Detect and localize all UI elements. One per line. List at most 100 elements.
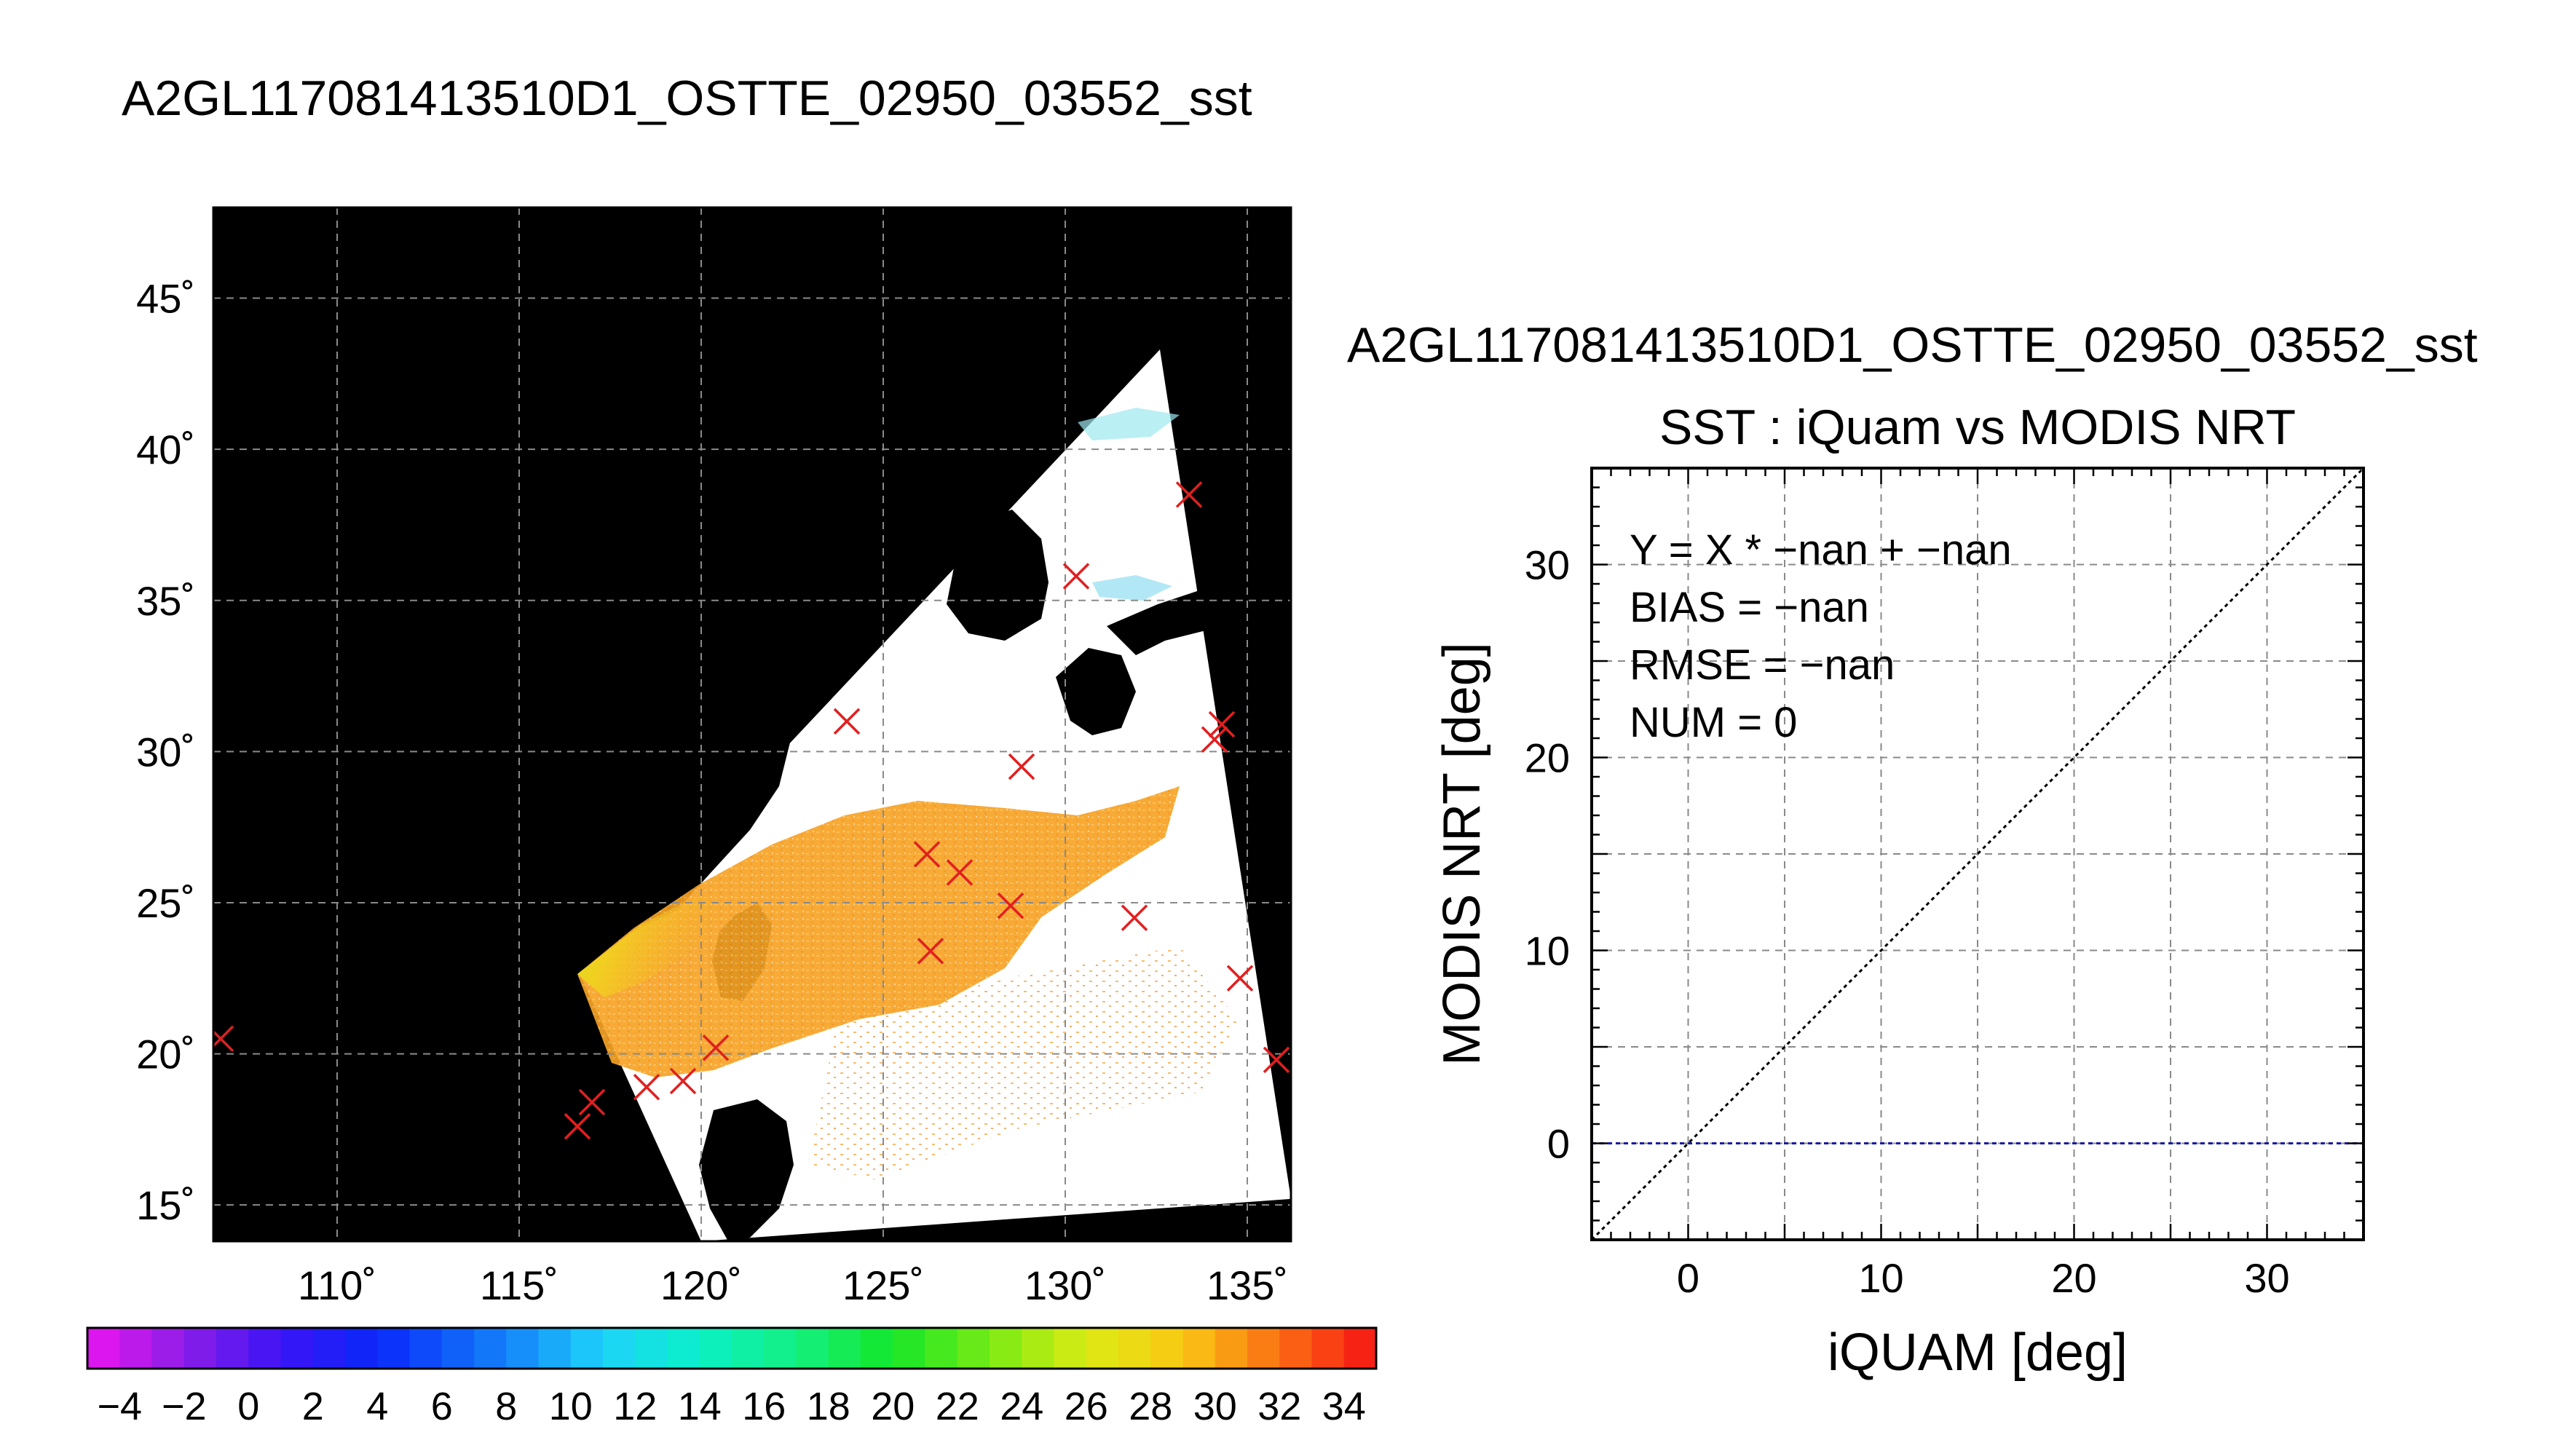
colorbar-tick-label: 10	[549, 1385, 593, 1428]
colorbar-cell	[1054, 1328, 1087, 1369]
buoy-marker	[913, 841, 941, 868]
map-y-tick-label: 40˚	[136, 427, 195, 472]
map-graticule	[213, 207, 1291, 1241]
colorbar-cell	[345, 1328, 378, 1369]
colorbar-cell	[1247, 1328, 1280, 1369]
colorbar-cell	[667, 1328, 700, 1369]
colorbar-cell	[87, 1328, 120, 1369]
colorbar-cell	[699, 1328, 732, 1369]
korea-peninsula	[932, 510, 1049, 641]
colorbar-cell	[732, 1328, 765, 1369]
buoy-marker	[1008, 753, 1035, 780]
map-y-tick-labels: 15˚ 20˚ 25˚ 30˚ 35˚ 40˚ 45˚	[136, 276, 195, 1229]
buoy-marker	[213, 1025, 234, 1053]
scatter-grid	[1592, 468, 2364, 1240]
buoy-marker	[833, 708, 861, 735]
warm-sst-region	[577, 786, 1180, 1077]
scatter-y-tick-label: 0	[1547, 1121, 1570, 1167]
japan-kyushu	[1056, 648, 1136, 735]
scatter-x-tick-label: 30	[2244, 1255, 2289, 1301]
scatter-y-axis-label: MODIS NRT [deg]	[1433, 642, 1491, 1066]
colorbar-tick-label: 4	[366, 1385, 388, 1428]
buoy-marker	[946, 859, 974, 886]
colorbar-tick-label: 28	[1129, 1385, 1172, 1428]
map-y-tick-label: 30˚	[136, 729, 195, 775]
map-y-tick-label: 15˚	[136, 1182, 195, 1228]
colorbar-cell	[603, 1328, 636, 1369]
colorbar-tick-label: 24	[1000, 1385, 1043, 1428]
scatter-y-tick-label: 20	[1525, 735, 1570, 781]
colorbar-cell	[570, 1328, 604, 1369]
colorbar-tick-label: 32	[1257, 1385, 1301, 1428]
colorbar-cell	[990, 1328, 1022, 1369]
buoy-marker	[1175, 481, 1203, 508]
map-x-tick-label: 135˚	[1207, 1262, 1288, 1308]
colorbar-cells	[87, 1328, 1377, 1369]
stats-line-fit: Y = X * −nan + −nan	[1630, 526, 2012, 574]
colorbar-tick-label: 6	[431, 1385, 453, 1428]
colorbar-cell	[409, 1328, 443, 1369]
colorbar-cell	[893, 1328, 926, 1369]
buoy-markers	[213, 481, 1290, 1140]
buoy-marker	[997, 892, 1024, 919]
map-x-tick-label: 120˚	[660, 1262, 742, 1308]
stats-line-rmse: RMSE = −nan	[1630, 641, 1895, 689]
scatter-subtitle: SST : iQuam vs MODIS NRT	[1659, 400, 2296, 455]
colorbar-cell	[1279, 1328, 1313, 1369]
scatter-x-axis-label: iQUAM [deg]	[1828, 1324, 2128, 1382]
scatter-y-tick-label: 10	[1525, 928, 1570, 974]
buoy-marker	[917, 938, 944, 965]
colorbar-tick-label: −2	[162, 1385, 207, 1428]
scatter-x-tick-label: 0	[1677, 1255, 1699, 1301]
colorbar-cell	[1182, 1328, 1216, 1369]
colorbar-cell	[183, 1328, 217, 1369]
buoy-marker	[669, 1067, 697, 1095]
stats-line-num: NUM = 0	[1630, 699, 1797, 746]
buoy-marker	[1121, 904, 1148, 931]
map-x-tick-label: 110˚	[298, 1262, 376, 1308]
colorbar-cell	[957, 1328, 990, 1369]
colorbar-cell	[1343, 1328, 1377, 1369]
map-x-tick-labels: 110˚ 115˚ 120˚ 125˚ 130˚ 135˚	[298, 1262, 1288, 1308]
scatter-title: A2GL117081413510D1_OSTTE_02950_03552_sst	[1347, 317, 2478, 373]
colorbar-cell	[474, 1328, 507, 1369]
colorbar-tick-label: 8	[495, 1385, 517, 1428]
map-frame	[212, 206, 1292, 1243]
map-title: A2GL117081413510D1_OSTTE_02950_03552_sst	[122, 71, 1252, 126]
colorbar-cell	[861, 1328, 893, 1369]
map-y-tick-label: 20˚	[136, 1032, 195, 1077]
luzon	[699, 1099, 794, 1241]
map-x-tick-label: 125˚	[842, 1262, 924, 1308]
buoy-marker	[578, 1088, 606, 1116]
colorbar-cell	[925, 1328, 958, 1369]
buoy-marker	[1226, 965, 1254, 992]
colorbar-tick-label: 18	[807, 1385, 850, 1428]
buoy-marker	[633, 1074, 660, 1101]
colorbar-tick-label: 16	[742, 1385, 786, 1428]
buoy-marker	[564, 1112, 591, 1140]
map-panel: 110˚ 115˚ 120˚ 125˚ 130˚ 135˚ 15˚ 20˚ 25˚ 30˚ 35˚…	[136, 206, 1292, 1308]
mainland-china	[575, 379, 947, 976]
colorbar-cell	[1311, 1328, 1345, 1369]
colorbar-tick-label: 2	[302, 1385, 324, 1428]
colorbar-cell	[506, 1328, 540, 1369]
colorbar-tick-label: 0	[237, 1385, 259, 1428]
colorbar-cell	[1150, 1328, 1184, 1369]
map-y-tick-label: 25˚	[136, 880, 195, 926]
colorbar-tick-label: 26	[1065, 1385, 1108, 1428]
colorbar-tick-label: 34	[1322, 1385, 1366, 1428]
colorbar-tick-label: −4	[97, 1385, 142, 1428]
coastal-warm-band	[577, 895, 728, 997]
buoy-marker	[1263, 1046, 1290, 1074]
map-y-tick-label: 35˚	[136, 578, 195, 624]
colorbar-cell	[1086, 1328, 1119, 1369]
colorbar-cell	[828, 1328, 861, 1369]
stats-line-bias: BIAS = −nan	[1630, 584, 1869, 631]
colorbar-cell	[1118, 1328, 1151, 1369]
colorbar-tick-label: 30	[1193, 1385, 1237, 1428]
colorbar-cell	[280, 1328, 314, 1369]
stats-block: Y = X * −nan + −nan BIAS = −nan RMSE = −…	[1630, 526, 2012, 746]
colorbar-cell	[1022, 1328, 1055, 1369]
colorbar-frame	[86, 1326, 1378, 1370]
